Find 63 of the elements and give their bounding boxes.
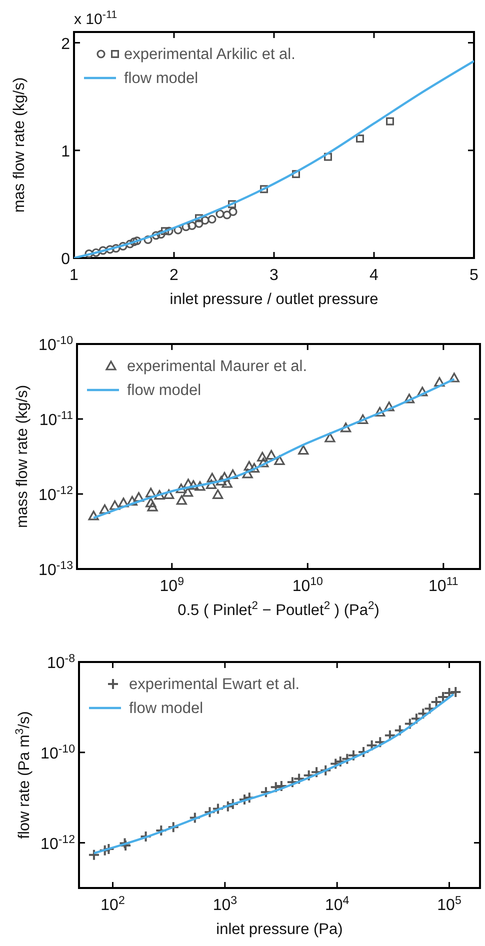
x-tick-label: 4 <box>370 267 379 284</box>
point <box>228 200 236 208</box>
point <box>164 226 174 236</box>
y-tick-label: 10$^{-10}$ <box>38 335 73 354</box>
y-tick-label: 10$^{-10}$ <box>40 743 75 762</box>
legend-label: experimental Ewart et al. <box>129 676 300 693</box>
y-tick-label: 2 <box>61 36 70 53</box>
point <box>161 227 169 236</box>
y-tick-label: 10$^{-8}$ <box>46 653 75 672</box>
legend-label: experimental Arkilic et al. <box>124 46 296 63</box>
point <box>200 216 210 225</box>
x-tick-label: 10$^{11}$ <box>428 576 458 595</box>
legend-label: flow model <box>127 382 202 399</box>
x-tick-label: 2 <box>170 267 179 284</box>
point <box>174 226 182 234</box>
point <box>130 238 138 246</box>
point <box>112 244 120 253</box>
point <box>132 236 142 246</box>
point <box>106 245 114 254</box>
y-tick-label: 10$^{-12}$ <box>38 485 73 504</box>
point <box>144 235 152 244</box>
x-tick-label: 10$^{2}$ <box>100 895 125 914</box>
x-tick-label: 5 <box>470 267 479 284</box>
y-axis-title: mass flow rate (kg/s) <box>14 385 31 528</box>
x-tick-label: 10$^{9}$ <box>160 576 184 595</box>
point <box>208 214 216 224</box>
x-tick-label: 3 <box>270 267 279 284</box>
y-tick-label: 10$^{-13}$ <box>38 560 73 579</box>
y-tick-label: 10$^{-11}$ <box>39 410 73 429</box>
x-tick-label: 10$^{5}$ <box>437 895 462 914</box>
point <box>188 221 196 230</box>
y-tick-label: 10$^{-12}$ <box>40 834 75 853</box>
point <box>152 231 160 240</box>
point <box>222 210 232 220</box>
y-axis-title: mas flow rate (kg/s) <box>11 77 28 213</box>
legend-label: experimental Maurer et al. <box>127 358 308 375</box>
point <box>84 249 94 258</box>
x-axis-title: inlet pressure / outlet pressure <box>170 291 378 308</box>
point <box>98 246 108 255</box>
point <box>182 222 190 232</box>
point <box>195 214 203 222</box>
point <box>216 210 224 218</box>
y-tick-label: 0 <box>61 251 70 268</box>
point <box>194 219 204 228</box>
x-axis-title: inlet pressure (Pa) <box>216 921 343 938</box>
y-tick-label: 1 <box>61 143 70 160</box>
legend-label: flow model <box>124 70 198 87</box>
point <box>260 185 268 194</box>
legend-label: flow model <box>129 700 204 717</box>
point <box>324 152 332 161</box>
point <box>292 170 300 178</box>
point <box>92 248 100 257</box>
x-tick-label: 10$^{10}$ <box>292 576 323 595</box>
point <box>126 240 134 248</box>
x-axis-title: 0.5 ( Pinlet$^{2}$ − Poutlet$^{2}$ ) (Pa$^{2}$) <box>178 600 380 619</box>
point <box>228 207 238 216</box>
x-tick-label: 10$^{3}$ <box>212 895 238 914</box>
x-tick-label: 10$^{4}$ <box>324 895 350 914</box>
point <box>156 230 166 239</box>
text: x 10$^{-11}$ <box>74 9 118 28</box>
point <box>386 117 394 126</box>
point <box>356 134 364 143</box>
point <box>118 242 128 250</box>
